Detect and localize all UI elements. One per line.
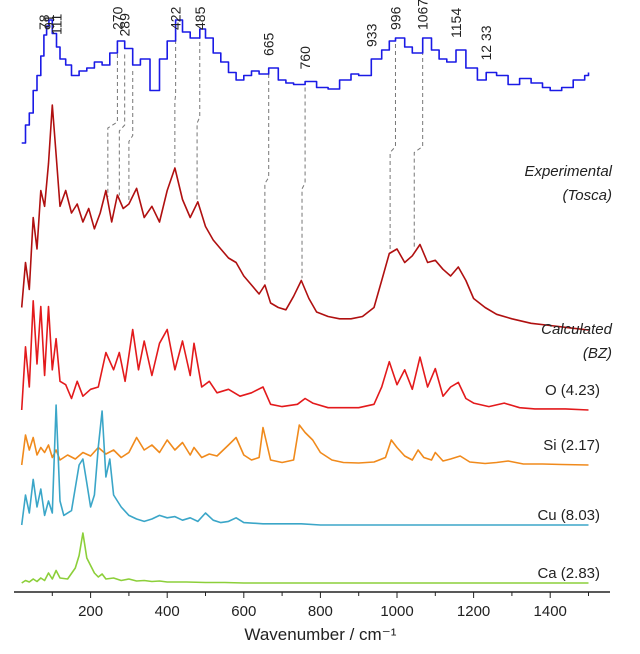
x-tick-label-800: 800 <box>308 603 333 620</box>
peak-connector-lines <box>107 26 424 281</box>
peak-label-933: 933 <box>363 23 379 47</box>
series-label-1-1: (BZ) <box>583 345 612 362</box>
peak-label-270: 270 <box>109 6 125 30</box>
peak-label-111: 111 <box>49 14 65 35</box>
series-label-4-0: Cu (8.03) <box>537 507 600 524</box>
x-tick-label-1200: 1200 <box>457 603 490 620</box>
x-tick-label-1000: 1000 <box>380 603 413 620</box>
connector-line-5 <box>264 74 270 281</box>
peak-label-996: 996 <box>387 6 403 30</box>
spectrum-curves <box>20 19 590 584</box>
peak-label-1154: 1154 <box>448 8 464 38</box>
series-line-4 <box>20 404 589 526</box>
series-line-0 <box>21 19 590 144</box>
series-label-0-0: Experimental <box>524 163 612 180</box>
connector-line-2 <box>128 71 134 200</box>
series-line-3 <box>20 424 589 466</box>
x-axis-title: Wavenumber / cm⁻¹ <box>244 625 396 644</box>
connector-line-3 <box>174 26 177 164</box>
connector-line-8 <box>413 44 424 249</box>
peak-label-422: 422 <box>168 6 184 30</box>
series-label-1-0: Calculated <box>541 321 613 338</box>
peak-label-289: 289 <box>117 13 133 37</box>
series-labels: Experimental (Tosca) Calculated (BZ) O (4.23… <box>524 163 612 582</box>
x-axis: 200 400 600 800 1000 1200 1400 <box>14 591 610 620</box>
peak-label-1233: 12 33 <box>478 25 494 60</box>
series-line-2 <box>20 300 589 411</box>
connector-line-4 <box>196 35 201 200</box>
x-tick-label-400: 400 <box>155 603 180 620</box>
connector-line-7 <box>389 44 396 250</box>
connector-line-1 <box>118 54 126 196</box>
peak-label-760: 760 <box>297 46 313 70</box>
peak-label-1067: 1067 <box>415 0 431 30</box>
connector-line-0 <box>107 47 118 197</box>
peak-label-665: 665 <box>261 32 277 56</box>
peak-label-91: 91 <box>41 14 57 30</box>
x-tick-label-600: 600 <box>231 603 256 620</box>
series-label-2-0: O (4.23) <box>545 382 600 399</box>
x-tick-label-200: 200 <box>78 603 103 620</box>
series-line-1 <box>20 104 589 331</box>
connector-line-6 <box>301 87 306 279</box>
peak-label-78: 78 <box>36 14 52 30</box>
series-label-5-0: Ca (2.83) <box>537 565 600 582</box>
series-label-0-1: (Tosca) <box>563 187 612 204</box>
series-label-3-0: Si (2.17) <box>543 437 600 454</box>
peak-label-485: 485 <box>192 6 208 30</box>
series-line-5 <box>21 532 589 584</box>
x-tick-label-1400: 1400 <box>534 603 567 620</box>
